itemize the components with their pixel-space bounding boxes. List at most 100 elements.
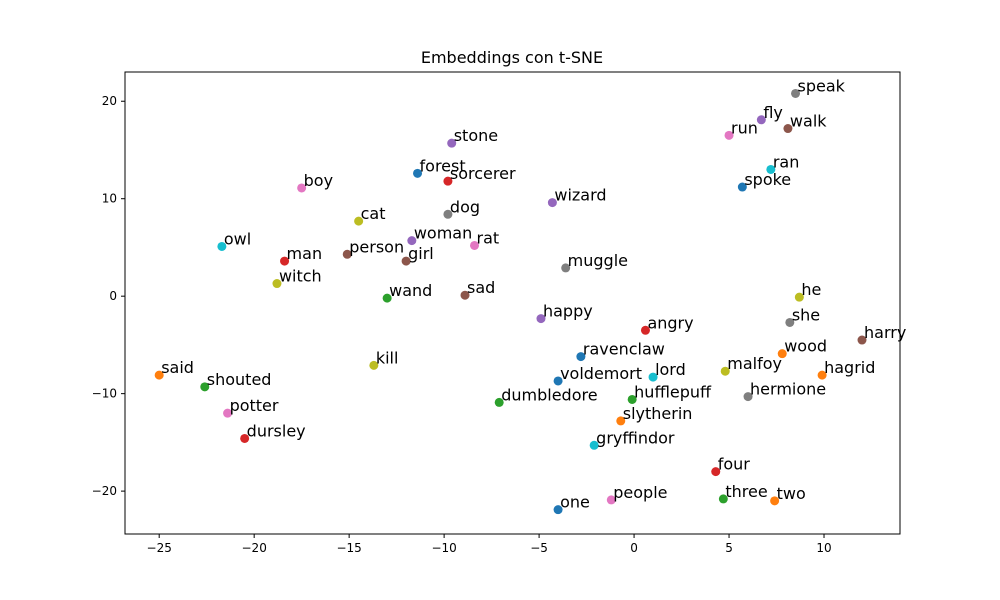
- point-label-forest: forest: [420, 156, 466, 175]
- point-label-kill: kill: [376, 348, 399, 367]
- scatter-point-said: [154, 370, 164, 380]
- scatter-point-three: [718, 494, 728, 504]
- point-label-hufflepuff: hufflepuff: [634, 382, 712, 401]
- scatter-point-muggle: [561, 263, 571, 273]
- scatter-point-gryffindor: [589, 440, 599, 450]
- scatter-point-she: [785, 317, 795, 327]
- scatter-point-he: [794, 292, 804, 302]
- scatter-point-rat: [470, 240, 480, 250]
- point-label-slytherin: slytherin: [623, 404, 693, 423]
- point-label-ravenclaw: ravenclaw: [583, 340, 665, 359]
- x-tick-label: −25: [147, 541, 172, 555]
- point-label-gryffindor: gryffindor: [596, 428, 675, 447]
- point-label-four: four: [718, 455, 751, 474]
- point-label-dog: dog: [450, 197, 480, 216]
- chart-title: Embeddings con t-SNE: [421, 48, 603, 67]
- scatter-point-forest: [413, 168, 423, 178]
- scatter-point-ran: [766, 164, 776, 174]
- point-label-three: three: [725, 482, 767, 501]
- scatter-point-angry: [640, 325, 650, 335]
- point-label-dumbledore: dumbledore: [501, 385, 597, 404]
- point-label-man: man: [287, 244, 323, 263]
- axis-ticks: −25 −20 −15 −10 −5 0 5 10 20 10 0 −10 −20: [92, 94, 832, 555]
- y-tick-label: −10: [92, 387, 117, 401]
- scatter-point-kill: [369, 360, 379, 370]
- point-label-walk: walk: [790, 112, 827, 131]
- scatter-point-wood: [777, 349, 787, 359]
- scatter-point-sad: [460, 290, 470, 300]
- point-label-wizard: wizard: [554, 186, 606, 205]
- point-label-potter: potter: [230, 396, 279, 415]
- point-label-shouted: shouted: [207, 370, 272, 389]
- y-tick-label: 10: [102, 192, 117, 206]
- scatter-point-wizard: [547, 198, 557, 208]
- scatter-point-people: [606, 495, 616, 505]
- point-label-witch: witch: [279, 267, 322, 286]
- scatter-point-boy: [297, 183, 307, 193]
- y-tick-label: 20: [102, 94, 117, 108]
- scatter-point-ravenclaw: [576, 352, 586, 362]
- scatter-point-run: [724, 130, 734, 140]
- scatter-point-malfoy: [720, 366, 730, 376]
- point-label-sorcerer: sorcerer: [450, 164, 516, 183]
- point-label-ran: ran: [773, 152, 800, 171]
- scatter-point-hermione: [743, 392, 753, 402]
- scatter-point-potter: [223, 408, 233, 418]
- point-label-voldemort: voldemort: [560, 364, 642, 383]
- scatter-point-voldemort: [553, 376, 563, 386]
- y-tick-label: 0: [109, 289, 117, 303]
- y-tick-label: −20: [92, 484, 117, 498]
- point-label-girl: girl: [408, 244, 434, 263]
- scatter-point-slytherin: [616, 416, 626, 426]
- scatter-point-dursley: [240, 433, 250, 443]
- point-label-hermione: hermione: [750, 380, 826, 399]
- point-label-cat: cat: [361, 204, 386, 223]
- x-tick-label: 5: [725, 541, 733, 555]
- scatter-point-witch: [272, 279, 282, 289]
- point-label-he: he: [801, 280, 821, 299]
- point-label-hagrid: hagrid: [824, 358, 875, 377]
- scatter-point-hagrid: [817, 370, 827, 380]
- scatter-point-shouted: [200, 382, 210, 392]
- point-label-fly: fly: [763, 103, 783, 122]
- x-tick-label: −20: [242, 541, 267, 555]
- x-tick-label: 10: [816, 541, 831, 555]
- point-label-wood: wood: [784, 337, 827, 356]
- scatter-point-fly: [756, 115, 766, 125]
- point-label-people: people: [613, 483, 667, 502]
- scatter-point-wand: [382, 293, 392, 303]
- point-label-sad: sad: [467, 278, 495, 297]
- x-tick-label: −15: [336, 541, 361, 555]
- point-label-angry: angry: [647, 313, 693, 332]
- scatter-point-happy: [536, 314, 546, 324]
- point-label-run: run: [731, 118, 758, 137]
- scatter-point-spoke: [737, 182, 747, 192]
- plot-frame: [124, 71, 901, 535]
- scatter-point-stone: [447, 138, 457, 148]
- point-label-boy: boy: [304, 171, 333, 190]
- point-label-woman: woman: [414, 224, 472, 243]
- scatter-point-cat: [354, 216, 364, 226]
- scatter-point-sorcerer: [443, 176, 453, 186]
- scatter-point-dumbledore: [494, 397, 504, 407]
- point-label-person: person: [349, 237, 404, 256]
- point-label-said: said: [161, 358, 194, 377]
- scatter-point-woman: [407, 236, 417, 246]
- point-label-dursley: dursley: [247, 421, 306, 440]
- scatter-point-harry: [857, 335, 867, 345]
- scatter-point-lord: [648, 372, 658, 382]
- scatter-point-girl: [401, 256, 411, 266]
- point-label-harry: harry: [864, 323, 906, 342]
- point-label-she: she: [792, 305, 820, 324]
- point-label-wand: wand: [389, 281, 432, 300]
- point-label-owl: owl: [224, 229, 251, 248]
- scatter-point-two: [770, 496, 780, 506]
- point-label-one: one: [560, 493, 590, 512]
- scatter-point-owl: [217, 241, 227, 251]
- scatter-point-four: [711, 467, 721, 477]
- scatter-point-one: [553, 505, 563, 515]
- x-tick-label: −5: [530, 541, 548, 555]
- point-label-malfoy: malfoy: [727, 354, 782, 373]
